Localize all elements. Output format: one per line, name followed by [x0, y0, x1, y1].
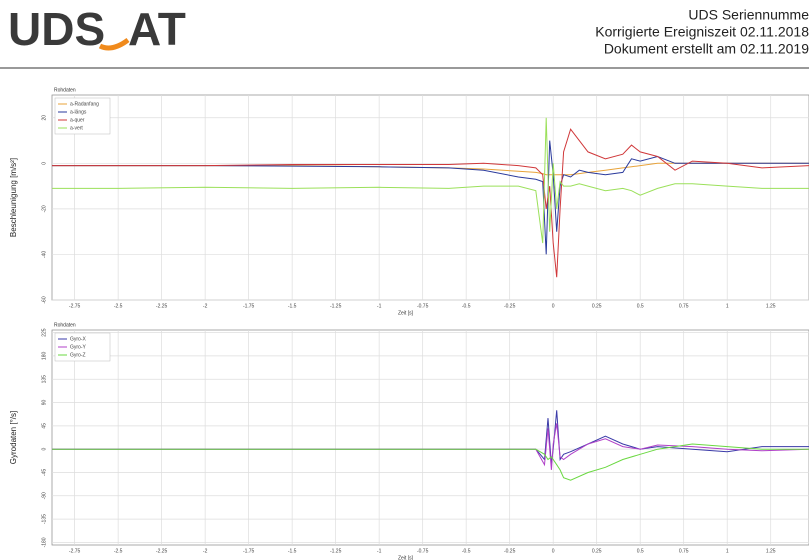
- x-tick-label: -1.25: [330, 303, 342, 309]
- x-tick-label: -2.75: [69, 548, 81, 554]
- plot-frame: [51, 329, 809, 546]
- x-axis-label: Zeit [s]: [398, 310, 414, 316]
- x-tick-label: -0.25: [504, 548, 516, 554]
- x-tick-label: -1.75: [243, 303, 255, 309]
- header-line: Korrigierte Ereigniszeit 02.11.2018: [595, 24, 809, 40]
- y-tick-label: 135: [41, 375, 47, 384]
- x-tick-label: -1.25: [330, 548, 342, 554]
- x-tick-label: -2.5: [114, 548, 123, 554]
- y-tick-label: 90: [41, 400, 47, 406]
- y-tick-label: 0: [41, 162, 47, 165]
- y-tick-label: 180: [41, 352, 47, 361]
- x-tick-label: 1.25: [766, 548, 776, 554]
- y-tick-label: -180: [41, 537, 47, 547]
- x-tick-label: -2: [203, 548, 208, 554]
- x-tick-label: -0.25: [504, 303, 516, 309]
- chart-title: Rohdaten: [54, 322, 76, 328]
- x-tick-label: -2.25: [156, 548, 168, 554]
- x-tick-label: -1: [377, 548, 382, 554]
- header-line: UDS Seriennumme: [688, 7, 809, 23]
- logo-swoosh: [98, 37, 130, 51]
- legend-label: a-längs: [70, 109, 87, 115]
- x-tick-label: -0.75: [417, 548, 429, 554]
- plot-frame: [51, 94, 809, 301]
- x-tick-label: -1.5: [288, 303, 297, 309]
- x-tick-label: 0.25: [592, 303, 602, 309]
- y-axis-label: Gyrodaten [°/s]: [9, 411, 18, 464]
- chart-title: Rohdaten: [54, 87, 76, 93]
- x-tick-label: 1: [726, 303, 729, 309]
- legend-label: Gyro-X: [70, 336, 87, 342]
- legend-label: a-vert: [70, 125, 83, 131]
- logo-right: AT: [128, 3, 186, 55]
- x-tick-label: 1: [726, 548, 729, 554]
- data-line: [52, 128, 809, 278]
- x-tick-label: 0.75: [679, 303, 689, 309]
- x-tick-label: 0.5: [637, 303, 644, 309]
- x-tick-label: 0: [552, 303, 555, 309]
- legend-label: Gyro-Y: [70, 344, 87, 350]
- y-tick-label: 45: [41, 423, 47, 429]
- header-line: Dokument erstellt am 02.11.2019: [604, 41, 809, 57]
- data-line: [52, 443, 809, 481]
- x-tick-label: -0.5: [462, 303, 471, 309]
- x-axis-label: Zeit [s]: [398, 555, 414, 560]
- legend-label: a-quer: [70, 117, 85, 123]
- y-tick-label: 0: [41, 448, 47, 451]
- x-tick-label: -2.5: [114, 303, 123, 309]
- legend-label: Gyro-Z: [70, 352, 86, 358]
- y-tick-label: -40: [41, 251, 47, 258]
- logo-left: UDS: [8, 3, 105, 55]
- x-tick-label: 0.25: [592, 548, 602, 554]
- y-tick-label: -135: [41, 514, 47, 524]
- x-tick-label: -0.75: [417, 303, 429, 309]
- y-axis-label: Beschleunigung [m/s²]: [9, 158, 18, 237]
- data-line: [52, 117, 809, 244]
- x-tick-label: -2: [203, 303, 208, 309]
- y-tick-label: 225: [41, 328, 47, 337]
- x-tick-label: -0.5: [462, 548, 471, 554]
- x-tick-label: -2.25: [156, 303, 168, 309]
- x-tick-label: 1.25: [766, 303, 776, 309]
- x-tick-label: 0: [552, 548, 555, 554]
- x-tick-label: 0.75: [679, 548, 689, 554]
- legend-label: a-Radanfang: [70, 101, 99, 107]
- x-tick-label: 0.5: [637, 548, 644, 554]
- y-tick-label: -90: [41, 492, 47, 499]
- y-tick-label: -45: [41, 469, 47, 476]
- x-tick-label: -1: [377, 303, 382, 309]
- data-line: [52, 140, 809, 255]
- y-tick-label: 20: [41, 115, 47, 121]
- x-tick-label: -1.5: [288, 548, 297, 554]
- x-tick-label: -1.75: [243, 548, 255, 554]
- x-tick-label: -2.75: [69, 303, 81, 309]
- y-tick-label: -60: [41, 296, 47, 303]
- y-tick-label: -20: [41, 205, 47, 212]
